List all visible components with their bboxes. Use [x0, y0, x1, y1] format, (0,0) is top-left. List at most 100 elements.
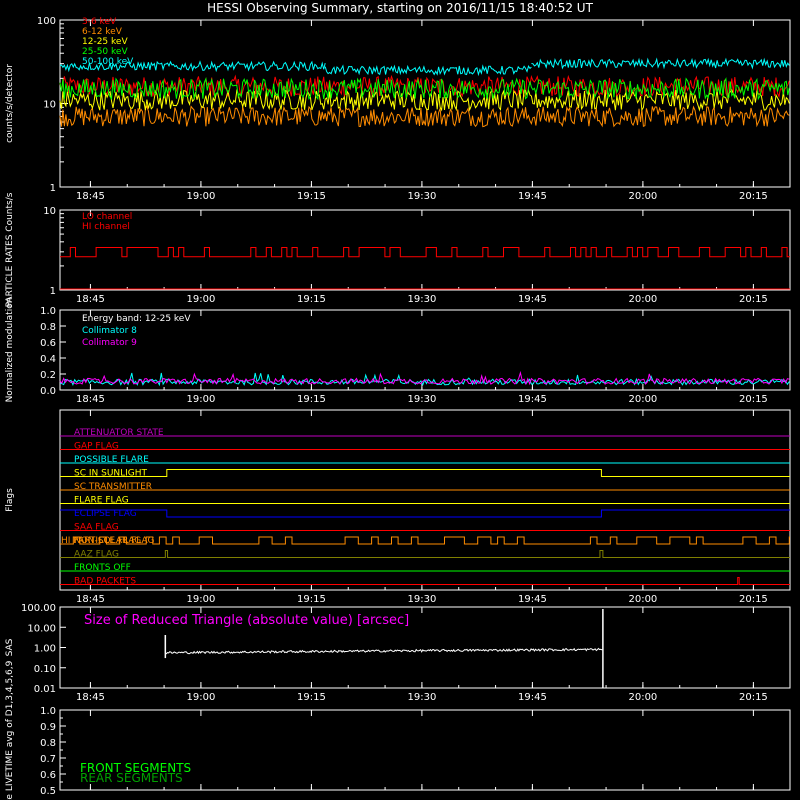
sas-line: [164, 609, 604, 655]
y-axis-label: counts/s/detector: [5, 64, 15, 143]
x-tick-label: 19:00: [187, 594, 216, 605]
x-tick-label: 20:15: [739, 692, 768, 703]
x-tick-label: 18:45: [76, 294, 105, 305]
x-tick-label: 19:45: [518, 692, 547, 703]
y-tick-label: 1.00: [34, 644, 56, 655]
x-tick-label: 19:15: [297, 692, 326, 703]
x-tick-label: 19:30: [407, 594, 436, 605]
chart-title: HESSI Observing Summary, starting on 201…: [207, 1, 593, 15]
y-tick-label: 0.0: [40, 386, 56, 397]
flag-label: SC TRANSMITTER: [74, 482, 152, 492]
x-tick-label: 18:45: [76, 394, 105, 405]
x-tick-label: 20:15: [739, 594, 768, 605]
flag-line: [60, 469, 790, 477]
y-tick-label: 0.4: [40, 354, 56, 365]
y-tick-label: 0.7: [40, 754, 56, 765]
x-tick-label: 19:30: [407, 394, 436, 405]
x-tick-label: 19:15: [297, 594, 326, 605]
x-tick-label: 20:15: [739, 191, 768, 202]
series-line-cyan: [531, 57, 790, 70]
series-line-orange: [59, 105, 790, 128]
x-tick-label: 19:00: [187, 191, 216, 202]
modulation-line-magenta: [59, 370, 790, 386]
energy-band-annotation: Energy band: 12-25 keV: [82, 314, 191, 324]
y-tick-label: 100.00: [21, 603, 56, 614]
panel-frame-2: [59, 309, 791, 391]
series-line-cyan: [59, 60, 326, 73]
lo-channel-line: [60, 246, 790, 258]
y-axis-label: Mon. Rate LIVETIME avg of D1,3,4,5,6,9: [5, 660, 15, 800]
flag-label: AAZ FLAG: [74, 550, 119, 560]
legend-entry: 6-12 keV: [82, 27, 123, 37]
flag-label: FRONTS OFF: [74, 563, 131, 573]
flag-label: ATTENUATOR STATE: [74, 428, 164, 438]
x-tick-label: 19:45: [518, 191, 547, 202]
panels: 18:45 19:00 19:15 19:30 19:45 20:00 20:15 count…: [5, 16, 791, 800]
flag-label: FLARE FLAG: [74, 496, 129, 506]
y-tick-label: 0.2: [40, 370, 56, 381]
x-tick-label: 19:00: [187, 394, 216, 405]
x-tick-label: 19:00: [187, 294, 216, 305]
legend-entry: FRONT SEGMENTS: [80, 761, 191, 775]
y-tick-label: 0.5: [40, 786, 56, 797]
y-tick-label: 0.8: [40, 322, 56, 333]
x-tick-label: 19:45: [518, 294, 547, 305]
y-tick-label: 0.9: [40, 722, 56, 733]
x-tick-label: 20:15: [739, 394, 768, 405]
x-tick-label: 20:15: [739, 294, 768, 305]
series-line-yellow: [59, 88, 790, 112]
panel-frame-1: [59, 209, 791, 291]
y-axis-label: SAS: [5, 638, 15, 656]
flag-label: SC IN SUNLIGHT: [74, 469, 148, 479]
flag-line: [60, 550, 790, 558]
x-tick-label: 20:00: [628, 294, 657, 305]
legend-entry: 50-100 keV: [82, 57, 134, 67]
y-tick-label: 10.00: [27, 623, 56, 634]
x-tick-label: 19:45: [518, 594, 547, 605]
flag-label: GAP FLAG: [74, 442, 119, 452]
flag-label: ECLIPSE FLAG: [74, 509, 137, 519]
y-tick-label: 10: [43, 206, 56, 217]
flag-line: [60, 536, 790, 545]
y-tick-label: 1.0: [40, 706, 56, 717]
flag-line: [60, 577, 790, 585]
legend-entry: REAR SEGMENTS: [80, 771, 183, 785]
legend-entry: Collimator 9: [82, 338, 137, 348]
x-tick-label: 20:00: [628, 394, 657, 405]
flag-label: BAD PACKETS: [74, 577, 136, 587]
y-tick-label: 0.01: [34, 684, 56, 695]
y-axis-label: Flags: [5, 488, 15, 512]
legend-entry: 25-50 keV: [82, 47, 128, 57]
y-tick-label: 1.0: [40, 306, 56, 317]
x-tick-label: 18:45: [76, 594, 105, 605]
x-tick-label: 19:30: [407, 191, 436, 202]
x-tick-label: 18:45: [76, 692, 105, 703]
legend-entry: LO channel: [82, 212, 132, 222]
y-tick-label: 1: [50, 183, 56, 194]
y-tick-label: 100: [37, 16, 56, 27]
x-tick-label: 19:15: [297, 394, 326, 405]
legend-entry: 12-25 keV: [82, 37, 128, 47]
x-tick-label: 19:45: [518, 394, 547, 405]
legend-entry: HI channel: [82, 222, 130, 232]
y-axis-label: PARTICLE RATES Counts/s: [5, 192, 15, 307]
x-tick-label: 20:00: [628, 594, 657, 605]
y-axis-label: Normalized modulation: [5, 298, 15, 403]
y-tick-label: 0.6: [40, 770, 56, 781]
flag-label: NON-SOLAR FLAG: [74, 536, 154, 546]
y-tick-label: 1: [50, 286, 56, 297]
series-line-cyan: [324, 64, 532, 77]
x-tick-label: 20:00: [628, 191, 657, 202]
x-tick-label: 20:00: [628, 692, 657, 703]
x-tick-label: 19:15: [297, 294, 326, 305]
x-tick-label: 19:30: [407, 294, 436, 305]
panel-frame-3: [59, 409, 791, 591]
x-tick-label: 18:45: [76, 191, 105, 202]
y-tick-label: 0.10: [34, 664, 56, 675]
flag-label: POSSIBLE FLARE: [74, 455, 149, 465]
y-tick-label: 10: [43, 100, 56, 111]
y-tick-label: 0.6: [40, 338, 56, 349]
series-line-green: [59, 77, 790, 101]
flag-line: [60, 509, 790, 518]
